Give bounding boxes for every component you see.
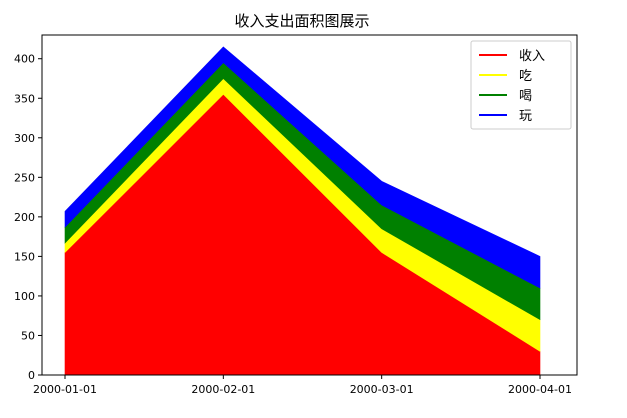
- y-tick-label: 350: [14, 92, 35, 105]
- plot-frame: [41, 34, 578, 376]
- chart-title: 收入支出面积图展示: [234, 12, 369, 30]
- y-axis: 0 50 100 150 200 250 300 350 400: [14, 53, 42, 382]
- y-tick-label: 0: [28, 369, 35, 382]
- areas-layer: [64, 46, 541, 376]
- y-tick-label: 200: [14, 211, 35, 224]
- legend-label: 吃: [519, 68, 532, 84]
- area-series-3: [64, 46, 541, 289]
- legend-label: 玩: [519, 109, 532, 124]
- x-axis: 2000-01-01 2000-02-01 2000-03-01 2000-04-01: [33, 375, 572, 396]
- y-tick-label: 150: [14, 250, 35, 263]
- x-tick-label: 2000-01-01: [33, 383, 97, 396]
- legend-label: 收入: [519, 49, 545, 64]
- y-tick-label: 100: [14, 290, 35, 303]
- x-tick-label: 2000-03-01: [350, 383, 414, 396]
- legend-label: 喝: [519, 89, 532, 104]
- legend-box: [470, 40, 572, 130]
- y-tick-label: 400: [14, 53, 35, 66]
- y-tick-label: 50: [21, 329, 35, 342]
- y-tick-label: 300: [14, 132, 35, 145]
- y-tick-label: 250: [14, 171, 35, 184]
- x-tick-label: 2000-02-01: [191, 383, 255, 396]
- x-tick-label: 2000-04-01: [508, 383, 572, 396]
